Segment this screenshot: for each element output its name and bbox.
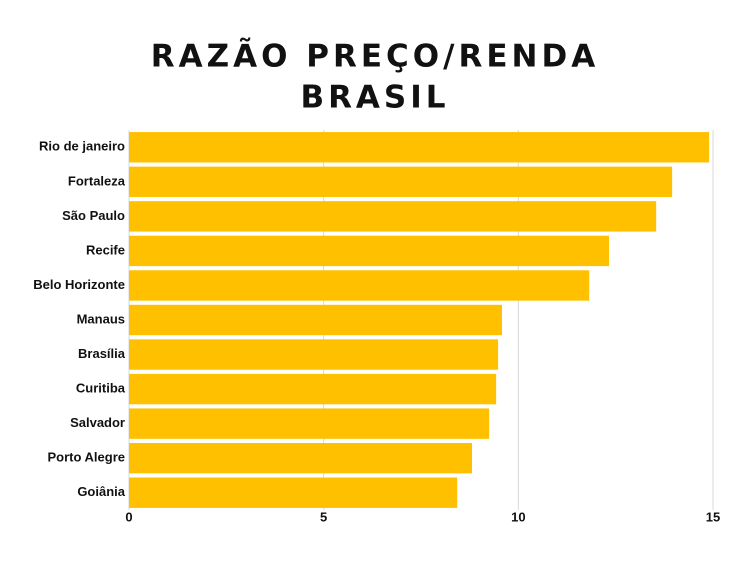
y-tick-label: Belo Horizonte [33, 277, 125, 292]
bar [129, 442, 473, 474]
y-tick-label: Salvador [70, 415, 125, 430]
y-tick-label: Goiânia [77, 484, 125, 499]
x-tick-label: 5 [320, 509, 327, 524]
bar [129, 270, 590, 301]
bar [129, 477, 458, 508]
x-tick-label: 0 [125, 509, 132, 524]
chart-title: BRASIL [300, 80, 449, 116]
bar [129, 166, 673, 198]
y-tick-label: São Paulo [62, 208, 125, 223]
y-tick-label: Manaus [77, 311, 125, 326]
y-tick-label: Porto Alegre [47, 450, 125, 465]
y-tick-label: Curitiba [76, 381, 126, 396]
bar [129, 373, 497, 405]
y-tick-label: Brasília [78, 346, 126, 361]
bar [129, 304, 502, 336]
x-tick-label: 10 [511, 509, 525, 524]
x-tick-label: 15 [706, 509, 720, 524]
bar [129, 339, 499, 370]
y-tick-label: Fortaleza [68, 173, 126, 188]
chart-title: RAZÃO PREÇO/RENDA [151, 38, 599, 75]
bar [129, 132, 710, 163]
y-tick-label: Recife [86, 242, 125, 257]
bar [129, 201, 657, 232]
bar [129, 408, 490, 439]
y-tick-label: Rio de janeiro [39, 139, 125, 154]
bar [129, 235, 610, 267]
